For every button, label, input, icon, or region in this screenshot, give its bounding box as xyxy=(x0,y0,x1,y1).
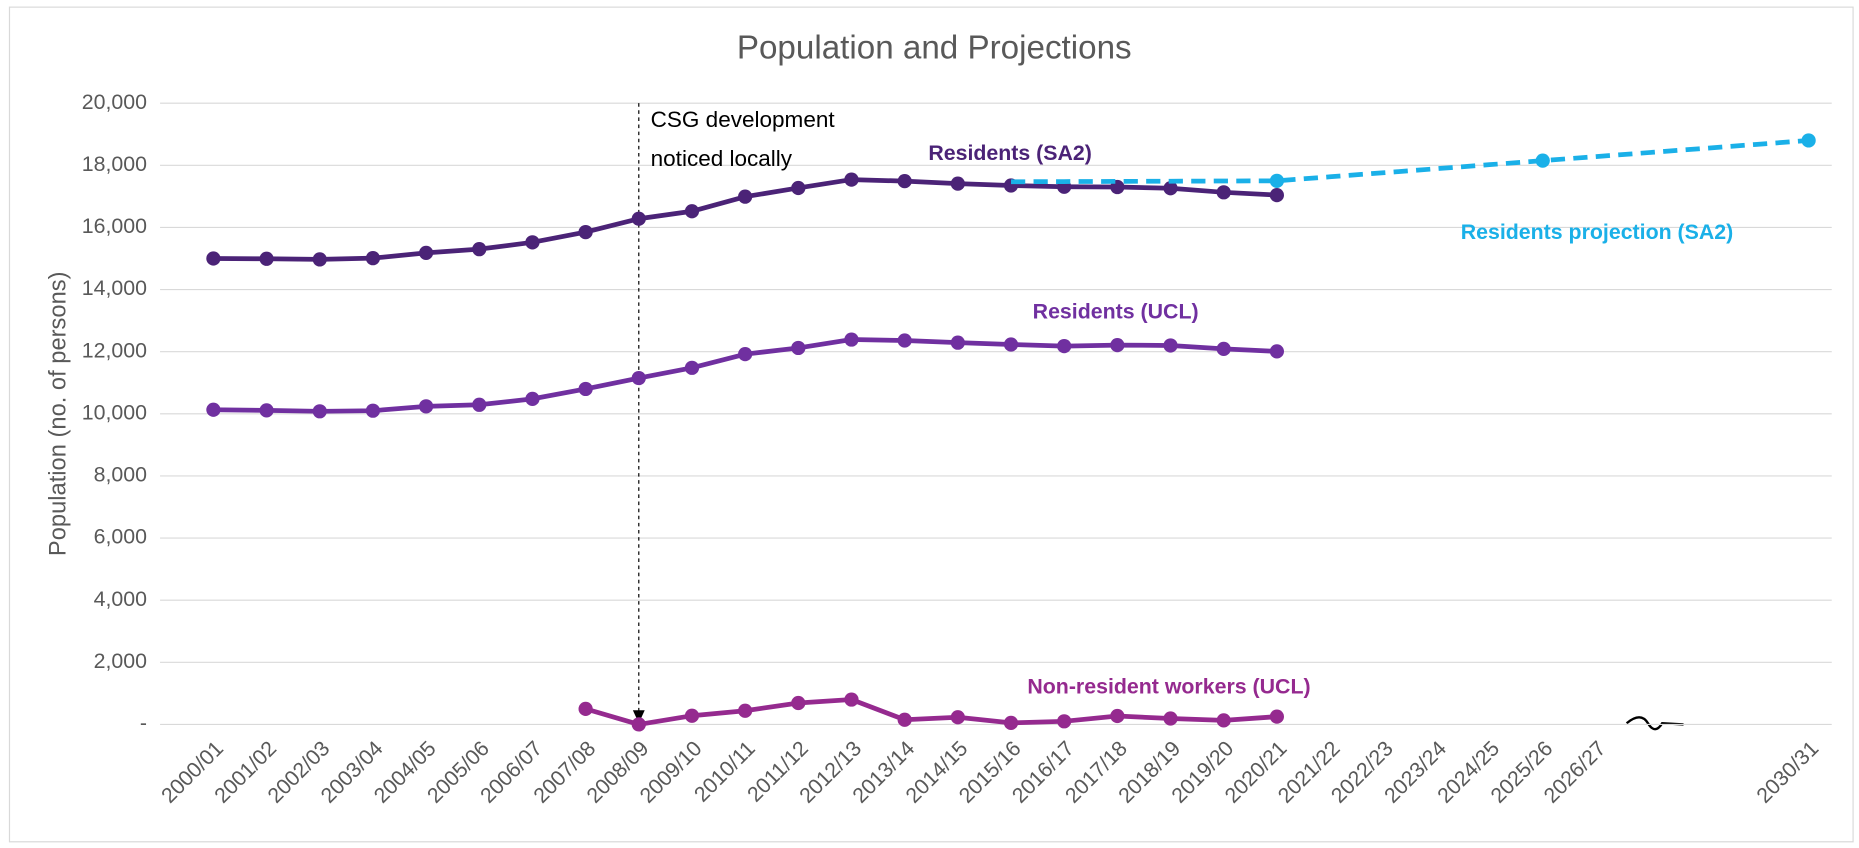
data-point xyxy=(578,224,593,240)
data-point xyxy=(365,251,381,266)
y-tick-label: 8,000 xyxy=(94,463,148,487)
y-tick-label: 6,000 xyxy=(94,525,148,549)
axis-break xyxy=(1625,716,1684,731)
series-label: Residents (SA2) xyxy=(928,141,1092,165)
data-point xyxy=(684,360,700,375)
data-point xyxy=(578,381,593,397)
data-point xyxy=(1216,185,1231,200)
data-point xyxy=(631,370,646,386)
data-point xyxy=(1110,338,1125,353)
y-axis-title: Population (no. of persons) xyxy=(46,271,72,556)
annotation-arrowhead xyxy=(632,710,645,724)
data-point xyxy=(1269,188,1284,203)
y-tick-label: 12,000 xyxy=(82,338,147,362)
y-tick-label: 14,000 xyxy=(82,276,147,300)
data-point xyxy=(631,717,646,732)
data-point xyxy=(791,695,806,711)
data-point xyxy=(259,251,274,266)
y-tick-label: 4,000 xyxy=(94,587,148,611)
data-point xyxy=(738,347,753,362)
data-point xyxy=(525,235,540,250)
data-point xyxy=(844,172,859,187)
data-point xyxy=(1216,341,1231,356)
data-point xyxy=(1216,713,1231,728)
chart-frame xyxy=(8,6,1854,843)
data-point xyxy=(738,703,753,718)
data-point xyxy=(950,176,965,191)
data-point xyxy=(525,391,540,406)
data-point xyxy=(1163,338,1178,353)
data-point xyxy=(312,252,327,267)
series-label: Non-resident workers (UCL) xyxy=(1027,674,1310,698)
data-point xyxy=(1003,715,1019,730)
data-point xyxy=(1269,709,1284,724)
series-line xyxy=(1011,138,1809,185)
y-tick-label: 10,000 xyxy=(82,400,147,424)
data-point xyxy=(1110,708,1125,724)
annotation: CSG development noticed locally xyxy=(651,107,836,171)
series-label: Residents projection (SA2) xyxy=(1461,220,1734,244)
data-point xyxy=(897,174,912,189)
data-point xyxy=(791,340,806,356)
series-label: Residents (UCL) xyxy=(1033,300,1199,324)
data-point xyxy=(312,404,327,419)
data-point xyxy=(844,332,859,347)
data-point xyxy=(684,204,700,219)
data-point xyxy=(791,180,806,196)
data-point xyxy=(738,189,753,204)
data-point xyxy=(1163,711,1178,726)
y-tick-label: 2,000 xyxy=(94,649,148,673)
data-point xyxy=(1163,181,1178,196)
data-point xyxy=(365,403,381,418)
data-point xyxy=(1801,133,1816,148)
data-point xyxy=(950,710,965,725)
y-tick-label: 20,000 xyxy=(82,90,147,114)
data-point xyxy=(897,333,912,348)
data-point xyxy=(472,242,487,257)
data-point xyxy=(578,701,593,716)
data-point xyxy=(206,402,221,417)
data-point xyxy=(259,403,274,418)
data-point xyxy=(418,399,434,414)
data-point xyxy=(418,245,434,261)
data-point xyxy=(206,251,221,266)
data-point xyxy=(897,712,912,727)
chart-title: Population and Projections xyxy=(737,30,1132,67)
data-point xyxy=(684,708,700,723)
data-point xyxy=(472,397,487,412)
data-point xyxy=(631,211,646,226)
y-tick-label: 16,000 xyxy=(82,214,147,238)
data-point xyxy=(1057,338,1072,354)
data-point xyxy=(1003,337,1019,352)
y-tick-label: 18,000 xyxy=(82,152,147,176)
data-point xyxy=(1535,153,1550,168)
data-point xyxy=(844,692,859,707)
data-point xyxy=(1269,344,1284,359)
data-point xyxy=(1269,173,1284,188)
series-line xyxy=(584,697,1278,727)
y-tick-label: - xyxy=(140,711,147,735)
data-point xyxy=(1057,714,1072,729)
data-point xyxy=(950,335,965,350)
